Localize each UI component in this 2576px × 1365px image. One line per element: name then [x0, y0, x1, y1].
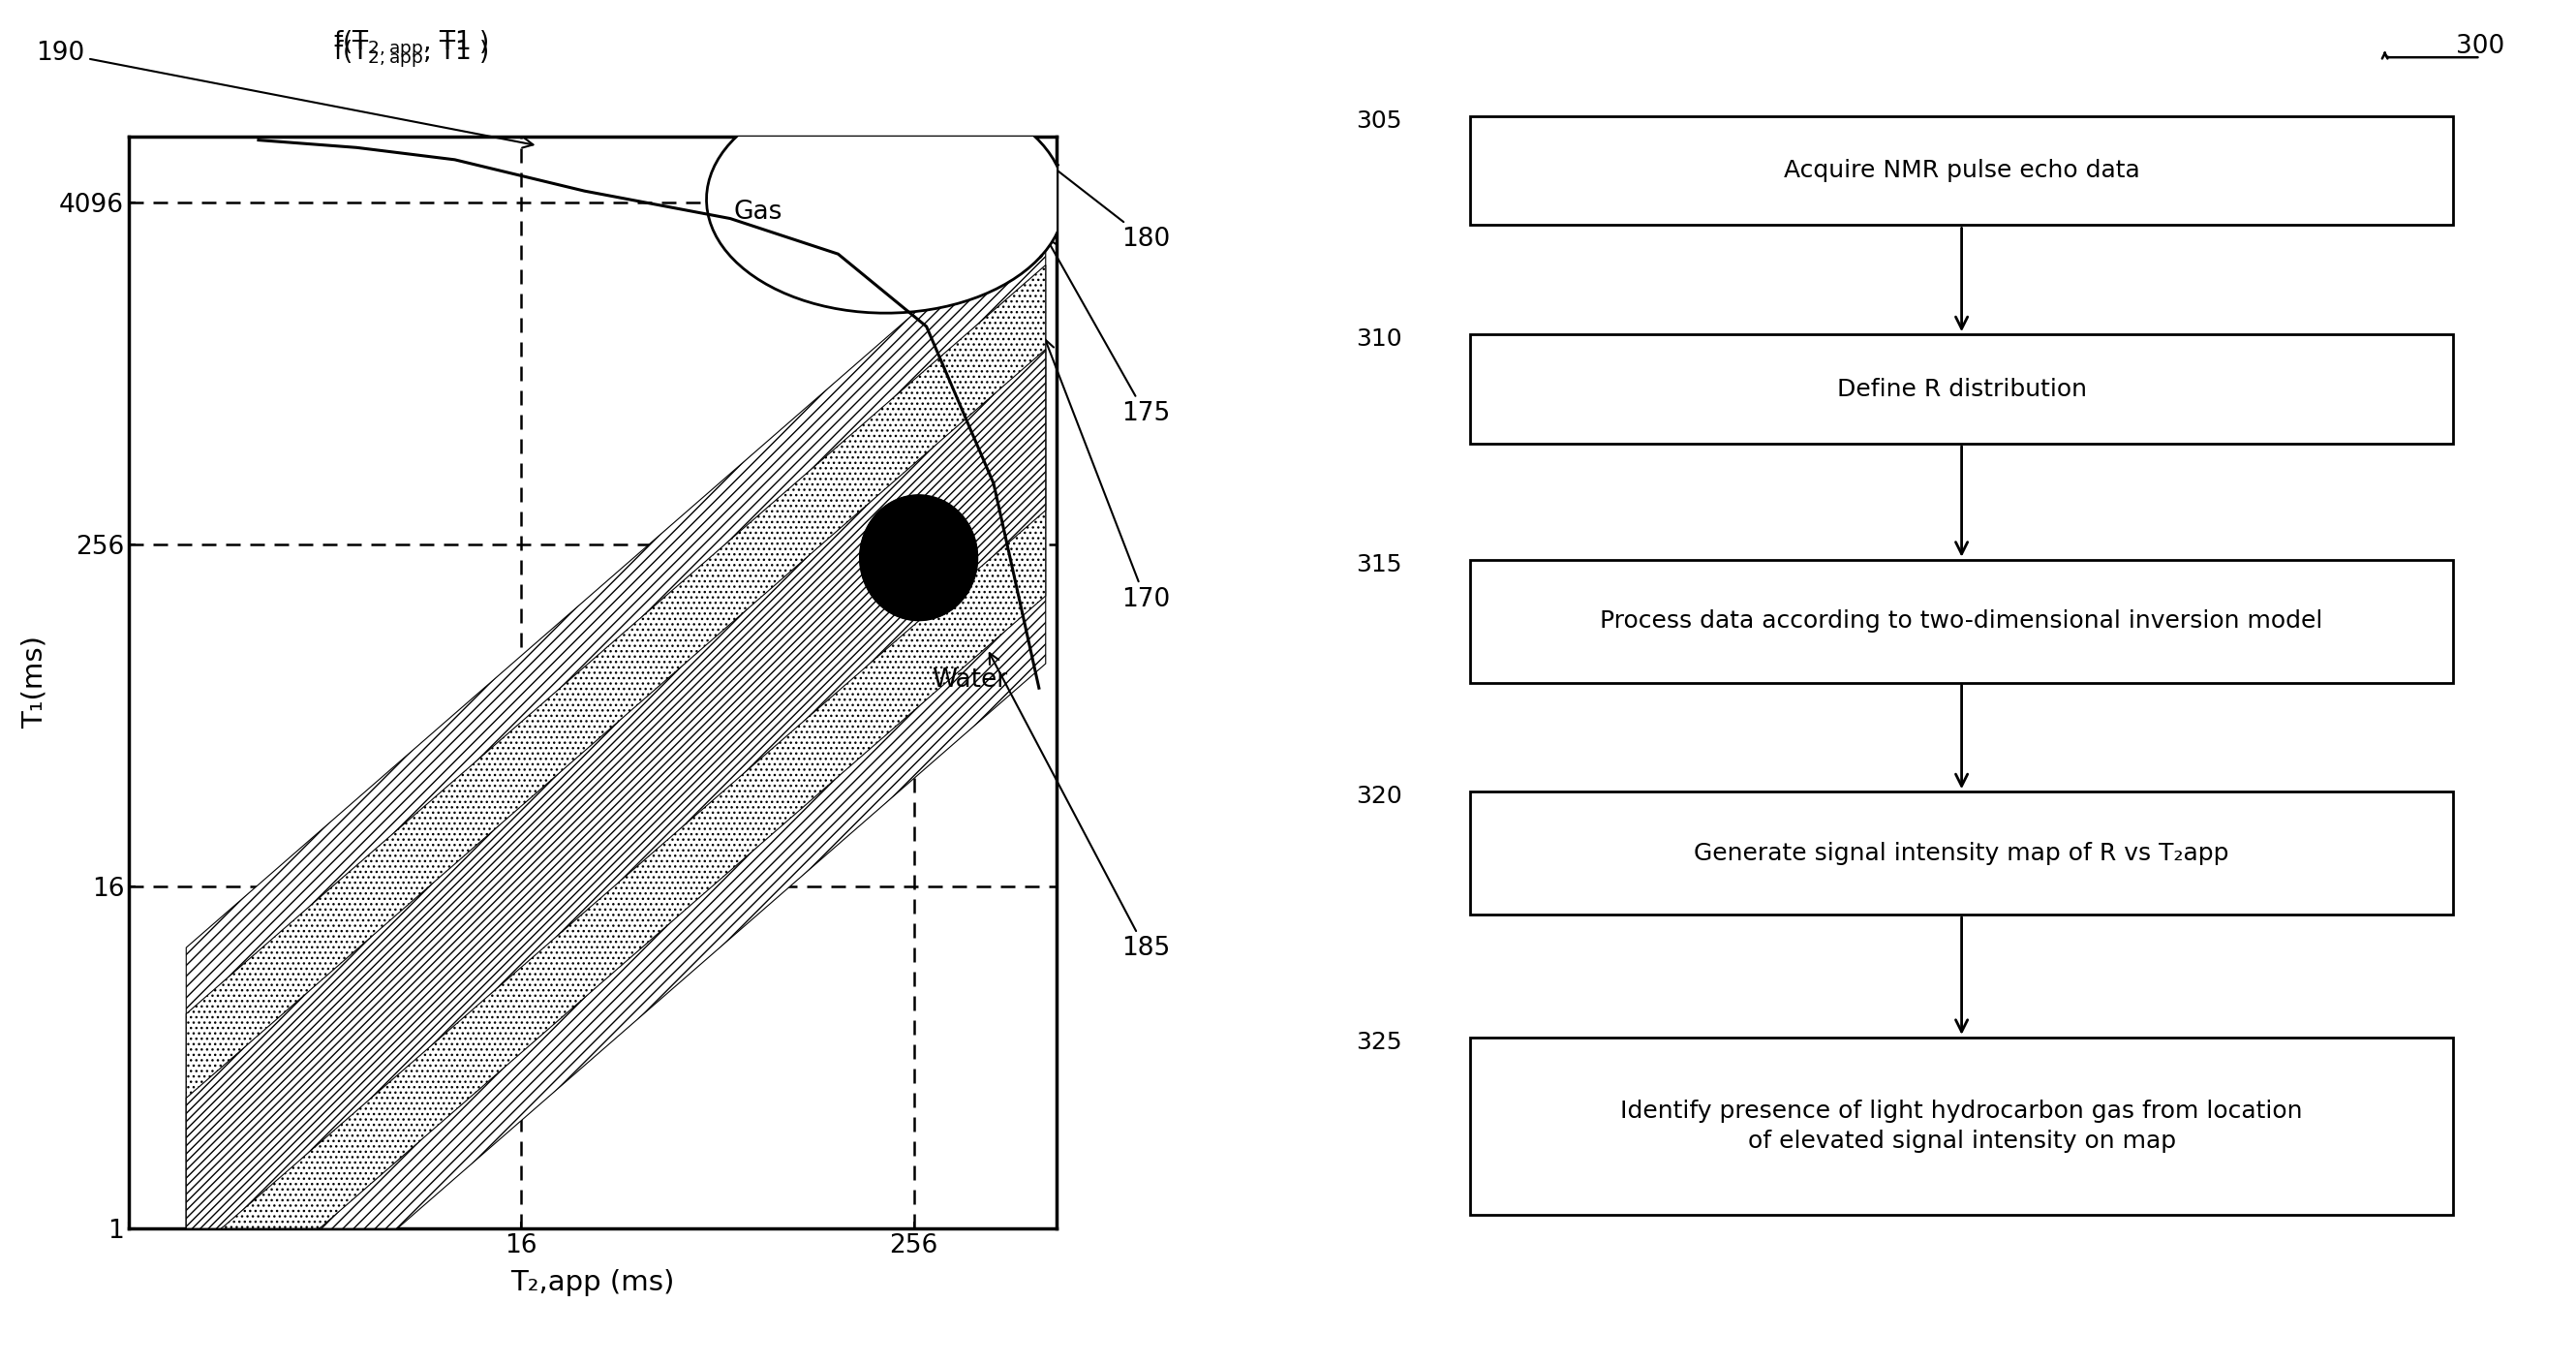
Polygon shape — [860, 495, 976, 620]
Text: 320: 320 — [1355, 785, 1401, 808]
Text: 185: 185 — [989, 652, 1170, 961]
Text: 175: 175 — [1046, 238, 1170, 426]
Polygon shape — [185, 199, 1046, 1228]
Text: Identify presence of light hydrocarbon gas from location
of elevated signal inte: Identify presence of light hydrocarbon g… — [1620, 1099, 2303, 1153]
Text: Acquire NMR pulse echo data: Acquire NMR pulse echo data — [1783, 158, 2141, 183]
Text: Define R distribution: Define R distribution — [1837, 377, 2087, 401]
Text: 305: 305 — [1355, 109, 1401, 132]
Y-axis label: T₁(ms): T₁(ms) — [21, 636, 49, 729]
Polygon shape — [706, 86, 1064, 313]
FancyBboxPatch shape — [1471, 792, 2452, 915]
Text: Generate signal intensity map of R vs T₂app: Generate signal intensity map of R vs T₂… — [1695, 841, 2228, 865]
Text: 180: 180 — [1048, 162, 1170, 251]
Text: Gas: Gas — [734, 199, 783, 224]
FancyBboxPatch shape — [1471, 116, 2452, 225]
FancyBboxPatch shape — [1471, 560, 2452, 682]
Text: f(T$_{2,\mathregular{app}}$, T1 ): f(T$_{2,\mathregular{app}}$, T1 ) — [332, 29, 489, 60]
FancyBboxPatch shape — [1471, 334, 2452, 444]
Text: 310: 310 — [1355, 328, 1401, 351]
Text: 325: 325 — [1355, 1031, 1401, 1054]
X-axis label: T₂,app (ms): T₂,app (ms) — [510, 1269, 675, 1297]
Text: Water: Water — [933, 667, 1007, 693]
Text: f(T$_{2,\mathregular{app}}$, T1 ): f(T$_{2,\mathregular{app}}$, T1 ) — [332, 40, 489, 70]
FancyBboxPatch shape — [1471, 1037, 2452, 1215]
Polygon shape — [185, 265, 1046, 1228]
Polygon shape — [185, 349, 1046, 1228]
Text: 315: 315 — [1355, 553, 1401, 576]
Text: 170: 170 — [1043, 340, 1170, 612]
Text: 190: 190 — [36, 41, 533, 147]
Text: Process data according to two-dimensional inversion model: Process data according to two-dimensiona… — [1600, 609, 2324, 633]
Text: 300: 300 — [2455, 34, 2504, 59]
